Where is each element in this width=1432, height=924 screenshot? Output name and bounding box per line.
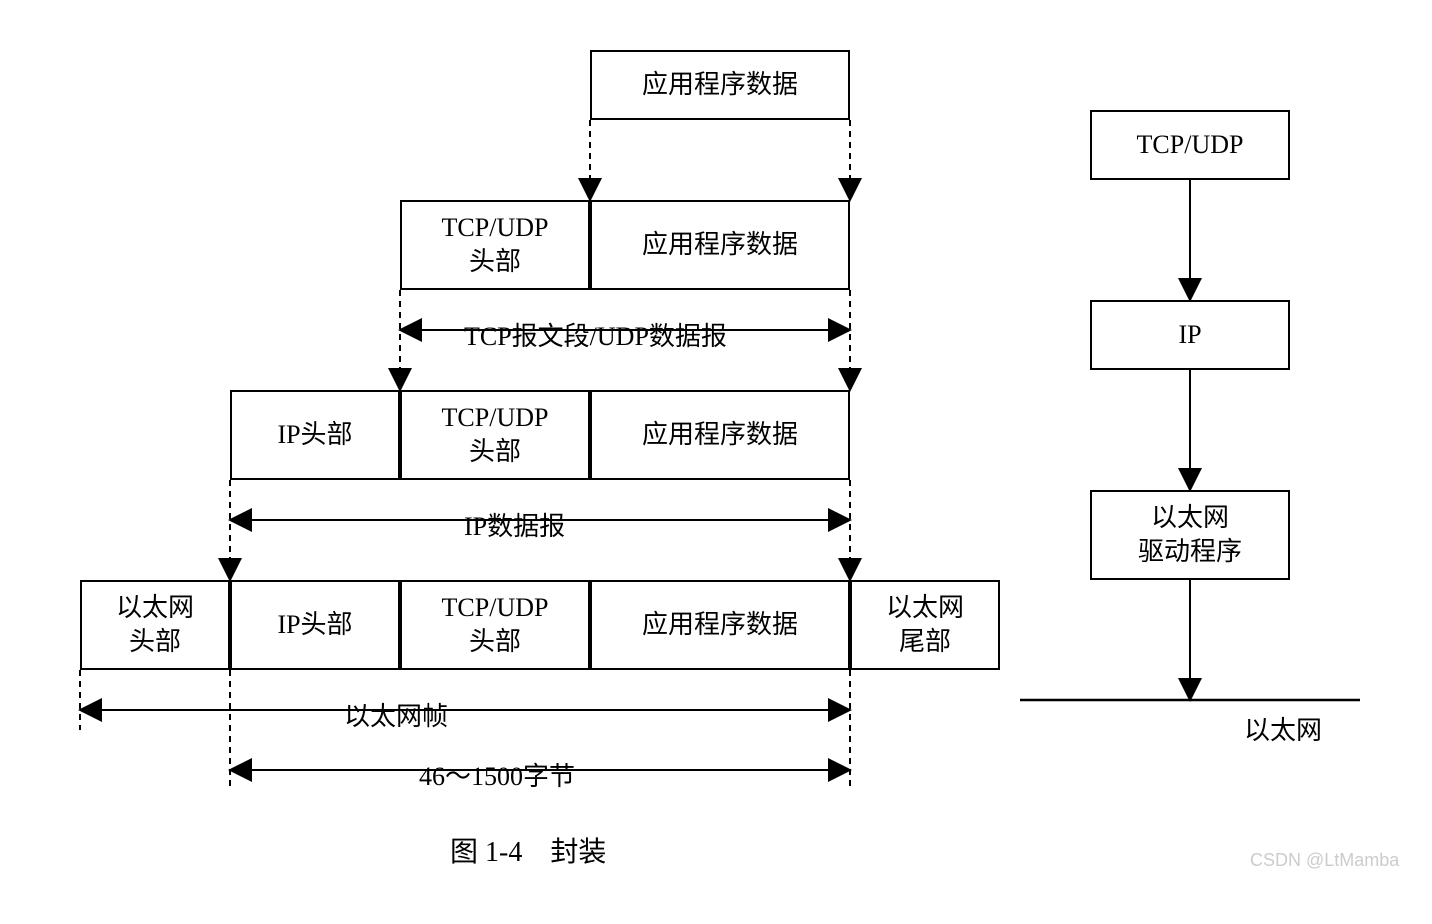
right-line-label: 以太网	[1240, 710, 1326, 747]
row1-app-data-label: 应用程序数据	[642, 68, 798, 102]
row3-ip-header: IP头部	[230, 390, 400, 480]
diagram-canvas: 应用程序数据 TCP/UDP 头部 应用程序数据 IP头部 TCP/UDP 头部…	[20, 20, 1432, 904]
watermark: CSDN @LtMamba	[1250, 850, 1399, 871]
row3-app-data: 应用程序数据	[590, 390, 850, 480]
row4-tcp-header-label: TCP/UDP 头部	[442, 591, 549, 659]
right-box-ip: IP	[1090, 300, 1290, 370]
right-box-eth-driver-label: 以太网 驱动程序	[1138, 501, 1242, 569]
span-label-tcp-segment: TCP报文段/UDP数据报	[460, 316, 731, 353]
span-label-eth-size: 46～1500字节	[415, 756, 579, 793]
row3-tcp-header: TCP/UDP 头部	[400, 390, 590, 480]
row2-tcp-header: TCP/UDP 头部	[400, 200, 590, 290]
row2-app-data: 应用程序数据	[590, 200, 850, 290]
right-box-ip-label: IP	[1178, 318, 1201, 352]
row4-eth-trailer: 以太网 尾部	[850, 580, 1000, 670]
span-label-ip-datagram: IP数据报	[460, 506, 569, 543]
row3-tcp-header-label: TCP/UDP 头部	[442, 401, 549, 469]
row2-tcp-header-label: TCP/UDP 头部	[442, 211, 549, 279]
row4-app-data-label: 应用程序数据	[642, 608, 798, 642]
row4-eth-header: 以太网 头部	[80, 580, 230, 670]
row3-ip-header-label: IP头部	[277, 418, 352, 452]
row4-ip-header-label: IP头部	[277, 608, 352, 642]
row4-eth-trailer-label: 以太网 尾部	[886, 591, 964, 659]
row4-tcp-header: TCP/UDP 头部	[400, 580, 590, 670]
figure-caption: 图 1-4 封装	[450, 830, 606, 870]
row4-ip-header: IP头部	[230, 580, 400, 670]
row3-app-data-label: 应用程序数据	[642, 418, 798, 452]
right-box-tcpudp-label: TCP/UDP	[1137, 128, 1244, 162]
row1-app-data: 应用程序数据	[590, 50, 850, 120]
row4-eth-header-label: 以太网 头部	[116, 591, 194, 659]
row4-app-data: 应用程序数据	[590, 580, 850, 670]
right-box-eth-driver: 以太网 驱动程序	[1090, 490, 1290, 580]
row2-app-data-label: 应用程序数据	[642, 228, 798, 262]
right-box-tcpudp: TCP/UDP	[1090, 110, 1290, 180]
span-label-eth-frame: 以太网帧	[340, 696, 452, 733]
